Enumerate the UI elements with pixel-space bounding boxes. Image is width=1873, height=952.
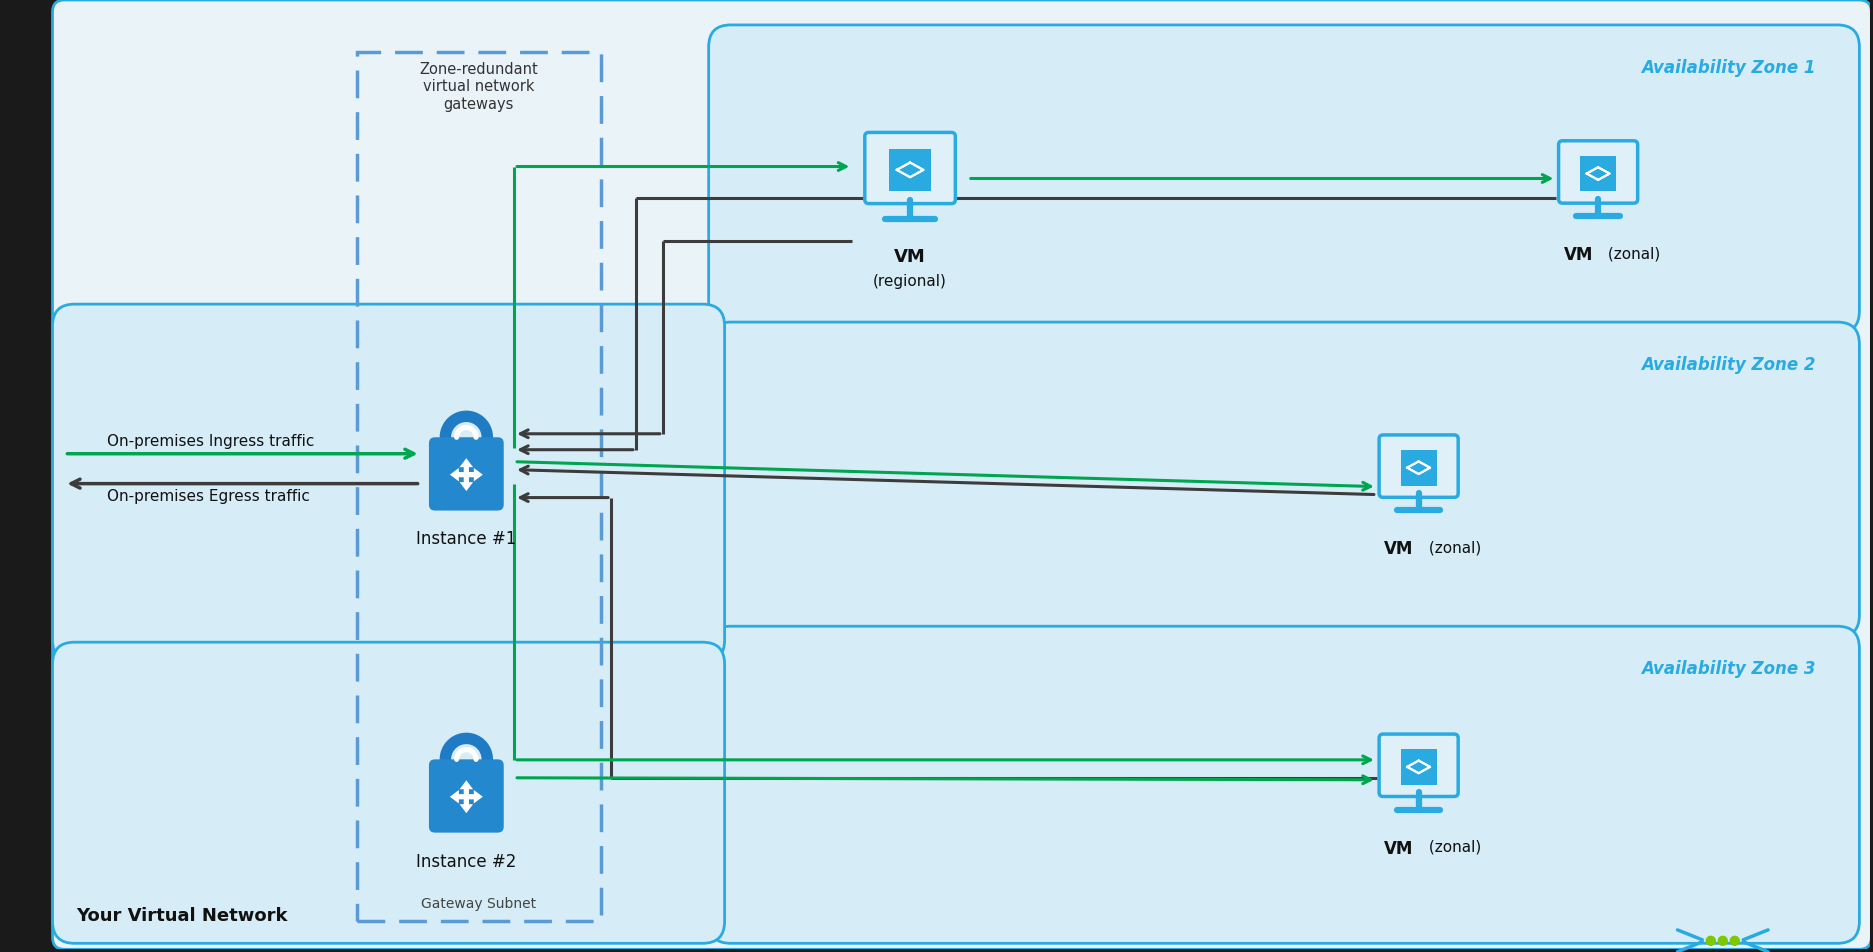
Text: VM: VM	[1564, 247, 1594, 265]
Text: Your Virtual Network: Your Virtual Network	[77, 907, 288, 925]
FancyArrow shape	[459, 475, 474, 491]
FancyBboxPatch shape	[429, 760, 504, 833]
Text: (zonal): (zonal)	[1603, 247, 1659, 261]
Text: VM: VM	[893, 248, 925, 267]
Text: Instance #1: Instance #1	[416, 530, 517, 548]
Text: Instance #2: Instance #2	[416, 853, 517, 870]
Text: (zonal): (zonal)	[1423, 541, 1482, 555]
Text: (zonal): (zonal)	[1423, 840, 1482, 855]
FancyBboxPatch shape	[52, 304, 725, 663]
FancyBboxPatch shape	[1379, 435, 1459, 497]
FancyBboxPatch shape	[1558, 141, 1637, 203]
FancyArrow shape	[466, 468, 483, 482]
FancyBboxPatch shape	[708, 25, 1860, 333]
Text: VM: VM	[1384, 541, 1414, 559]
FancyBboxPatch shape	[52, 643, 725, 943]
FancyBboxPatch shape	[708, 322, 1860, 637]
FancyArrow shape	[459, 781, 474, 797]
Text: Availability Zone 3: Availability Zone 3	[1641, 660, 1815, 678]
FancyArrow shape	[459, 797, 474, 813]
Circle shape	[1718, 937, 1727, 945]
FancyBboxPatch shape	[1379, 734, 1459, 797]
Text: (regional): (regional)	[873, 274, 948, 289]
Text: Gateway Subnet: Gateway Subnet	[421, 898, 536, 911]
FancyArrow shape	[450, 468, 466, 482]
FancyBboxPatch shape	[865, 132, 955, 204]
FancyBboxPatch shape	[429, 437, 504, 510]
Text: On-premises Ingress traffic: On-premises Ingress traffic	[107, 434, 315, 448]
FancyArrow shape	[459, 458, 474, 475]
FancyBboxPatch shape	[890, 149, 931, 190]
FancyBboxPatch shape	[1401, 449, 1437, 486]
FancyBboxPatch shape	[52, 0, 1871, 949]
Circle shape	[1731, 937, 1740, 945]
FancyArrow shape	[450, 790, 466, 803]
FancyArrow shape	[466, 790, 483, 803]
Circle shape	[1706, 937, 1716, 945]
FancyBboxPatch shape	[1401, 749, 1437, 784]
Text: Availability Zone 1: Availability Zone 1	[1641, 59, 1815, 77]
Text: On-premises Egress traffic: On-premises Egress traffic	[107, 488, 311, 504]
Text: Availability Zone 2: Availability Zone 2	[1641, 356, 1815, 374]
Text: VM: VM	[1384, 840, 1414, 858]
Text: Zone-redundant
virtual network
gateways: Zone-redundant virtual network gateways	[420, 62, 538, 111]
FancyBboxPatch shape	[1581, 155, 1616, 191]
FancyBboxPatch shape	[708, 626, 1860, 943]
